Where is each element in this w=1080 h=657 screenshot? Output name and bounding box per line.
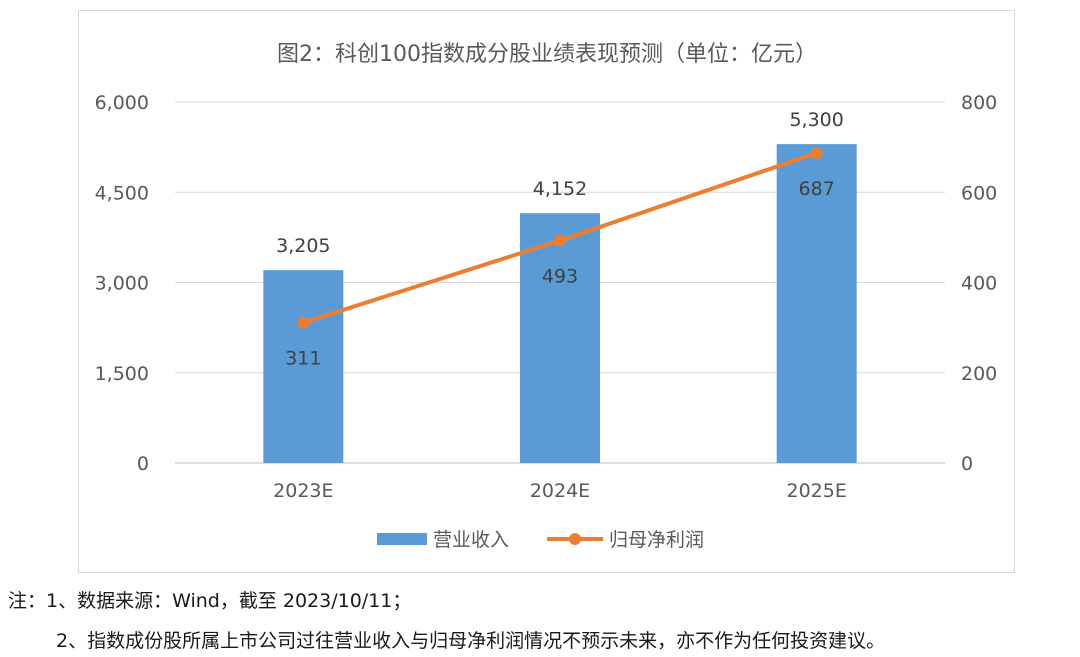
bar [520, 213, 600, 463]
y-right-tick-label: 200 [961, 363, 997, 385]
line-point [297, 316, 310, 329]
legend-swatch-bar [377, 533, 427, 545]
bar [776, 144, 857, 463]
y-left-tick-label: 3,000 [95, 273, 149, 295]
legend-label-profit: 归母净利润 [609, 529, 704, 551]
x-tick-label: 2024E [530, 480, 590, 502]
x-tick-label: 2025E [786, 480, 846, 502]
x-tick-label: 2023E [273, 480, 333, 502]
chart-svg: 图2：科创100指数成分股业绩表现预测（单位：亿元） 0 1,500 3,000 4,5… [95, 42, 998, 551]
y-left-tick-label: 6,000 [95, 92, 149, 114]
line-data-label: 687 [799, 178, 835, 200]
y-right-tick-label: 400 [961, 273, 997, 295]
legend-swatch-marker [569, 533, 581, 545]
bar [263, 270, 344, 463]
y-left-tick-label: 4,500 [95, 182, 149, 204]
y-left-tick-label: 0 [137, 453, 149, 475]
chart-title: 图2：科创100指数成分股业绩表现预测（单位：亿元） [277, 42, 817, 67]
line-point [810, 146, 823, 159]
bar-data-label: 3,205 [276, 235, 330, 257]
y-right-tick-label: 600 [961, 182, 997, 204]
footnote-source: 注：1、数据来源：Wind，截至 2023/10/11； [8, 590, 412, 612]
bar-data-label: 4,152 [533, 178, 587, 200]
line-point [554, 234, 566, 247]
line-data-label: 311 [285, 348, 321, 370]
y-right-tick-label: 800 [961, 92, 997, 114]
legend-label-revenue: 营业收入 [433, 529, 509, 551]
footnote-disclaimer: 2、指数成份股所属上市公司过往营业收入与归母净利润情况不预示未来，亦不作为任何投… [56, 630, 886, 652]
y-left-tick-label: 1,500 [95, 363, 149, 385]
line-data-label: 493 [542, 266, 578, 288]
bar-data-label: 5,300 [789, 109, 843, 131]
y-right-tick-label: 0 [961, 453, 973, 475]
chart-frame: 图2：科创100指数成分股业绩表现预测（单位：亿元） 0 1,500 3,000 4,5… [78, 10, 1015, 573]
